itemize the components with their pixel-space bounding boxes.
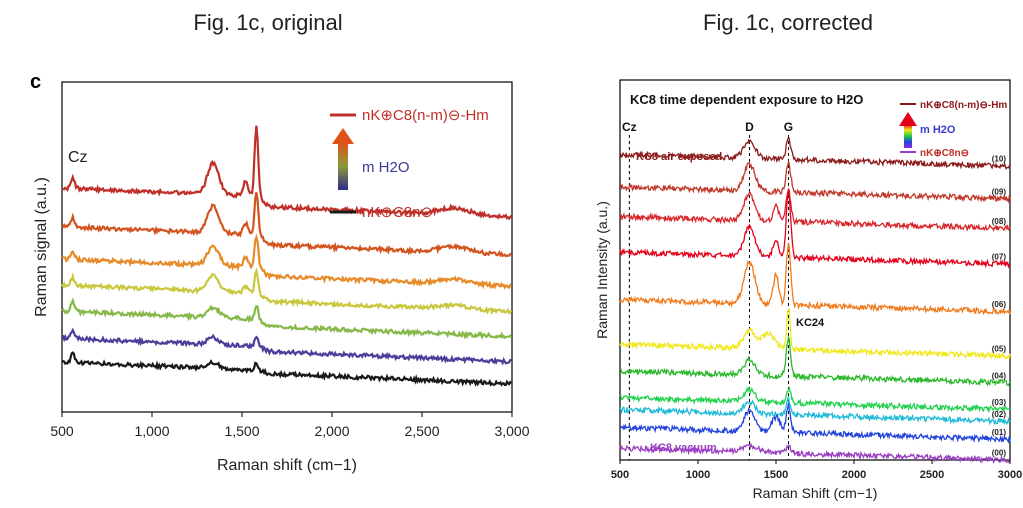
right-legend-gradient [904,124,912,148]
series-index-label: (09) [992,187,1007,196]
right-series-line [619,308,1011,361]
air-exposed-annotation: KC8 air exposed [636,151,722,163]
right-y-axis-label: Raman Intensity (a.u.) [594,201,610,339]
right-series-line [619,135,1011,170]
arrow-up-icon [899,112,917,126]
x-tick-label: 2000 [842,469,866,481]
right-series-line [619,395,1011,426]
right-series-line [619,335,1011,387]
right-legend-middle-label: m H2O [920,124,956,136]
legend-gradient-bar [338,142,348,190]
right-series-line [619,189,1011,269]
cz-peak-annotation: Cz [68,149,88,166]
right-series-line [619,160,1011,204]
left-chart: c 500 1,000 1,500 2,000 2,500 3,000 Raman shi… [30,71,530,474]
series-index-label: (01) [992,428,1007,437]
reference-line-label: G [784,120,793,134]
series-index-label: (03) [992,398,1007,407]
x-tick-label: 2500 [920,469,944,481]
series-index-label: (10) [992,155,1007,164]
left-plot-frame [61,81,513,413]
series-index-label: (04) [992,371,1007,380]
x-tick-label: 1,000 [134,423,169,439]
right-series-line [619,402,1011,444]
right-reference-lines: Cz D G [622,120,793,460]
left-x-axis-label: Raman shift (cm−1) [217,457,357,474]
series-index-label: (06) [992,300,1007,309]
right-series-line [619,187,1011,232]
left-legend: nK⊕C8(n-m)⊖-Hm m H2O nK⊕C8n⊖ [330,107,489,221]
series-index-label: (07) [992,253,1007,262]
x-tick-label: 1500 [764,469,788,481]
right-chart: KC8 time dependent exposure to H2O Cz D G … [594,79,1022,501]
x-tick-label: 2,000 [314,423,349,439]
right-plot-frame [619,79,1011,461]
left-figure-title: Fig. 1c, original [193,10,342,35]
x-tick-label: 2,500 [404,423,439,439]
panel-label: c [30,71,41,93]
legend-middle-label: m H2O [362,159,410,176]
x-tick-label: 500 [50,423,74,439]
series-index-label: (00) [992,449,1007,458]
left-x-ticks: 500 1,000 1,500 2,000 2,500 3,000 [50,412,530,439]
right-series-line [619,442,1011,464]
left-series-line [61,297,513,340]
series-index-label: (08) [992,217,1007,226]
legend-bottom-label: nK⊕C8n⊖ [362,204,433,221]
left-series-line [61,233,513,290]
x-tick-label: 3,000 [494,423,529,439]
left-series-line [61,351,512,387]
right-figure-title: Fig. 1c, corrected [703,10,873,35]
left-series-line [61,327,512,366]
x-tick-label: 500 [611,469,629,481]
x-tick-label: 1000 [686,469,710,481]
right-legend: nK⊕C8(n-m)⊖-Hm m H2O nK⊕C8n⊖ [899,100,1007,159]
kc24-annotation: KC24 [796,317,825,329]
vacuum-annotation: KC8 vacuum [650,442,717,454]
left-series-group [61,125,513,387]
x-tick-label: 3000 [998,469,1022,481]
series-index-label: (02) [992,410,1007,419]
series-index-label: (05) [992,345,1007,354]
reference-line-label: Cz [622,120,637,134]
right-legend-top-label: nK⊕C8(n-m)⊖-Hm [920,100,1007,111]
right-x-axis-label: Raman Shift (cm−1) [753,485,878,501]
right-series-line [619,243,1011,316]
right-series-names: (10) (09) (08) (07) (06) (05) (04) (03) (02) (01)… [992,155,1007,458]
reference-line-label: D [745,120,754,134]
right-series-group [619,135,1011,464]
right-chart-title: KC8 time dependent exposure to H2O [630,92,863,107]
left-series-line [61,125,513,221]
x-tick-label: 1,500 [224,423,259,439]
left-series-line [61,192,513,258]
left-series-line [61,267,513,316]
left-y-axis-label: Raman signal (a.u.) [33,177,50,317]
legend-top-label: nK⊕C8(n-m)⊖-Hm [362,107,489,124]
right-series-line [619,385,1011,414]
right-x-ticks: 500 1000 1500 2000 2500 3000 [611,460,1022,481]
right-legend-bottom-label: nK⊕C8n⊖ [920,148,969,159]
arrow-up-icon [332,128,354,144]
